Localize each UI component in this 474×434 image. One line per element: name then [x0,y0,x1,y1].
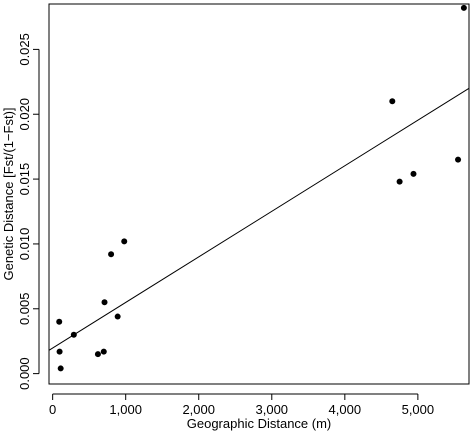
x-tick-label: 5,000 [402,402,435,417]
x-tick-label: 1,000 [109,402,142,417]
y-tick-label: 0.015 [17,163,32,196]
data-point [56,319,62,325]
x-tick-label: 4,000 [329,402,362,417]
data-point [108,251,114,257]
data-point [115,314,121,320]
data-point [389,98,395,104]
data-point [71,332,77,338]
x-axis: 0 1,000 2,000 3,000 4,000 5,000 [49,394,434,417]
data-point [455,157,461,163]
data-point [101,349,107,355]
plot-frame [49,4,469,384]
regression-line-group [49,88,469,350]
x-tick-label: 0 [49,402,56,417]
y-tick-label: 0.005 [17,293,32,326]
y-axis: 0.000 0.005 0.010 0.015 0.020 0.025 [17,33,39,390]
data-point [57,349,63,355]
data-points [56,5,467,372]
y-tick-label: 0.000 [17,357,32,390]
x-axis-title: Geographic Distance (m) [187,416,332,431]
y-axis-title: Genetic Distance [Fst/(1−Fst)] [1,107,16,280]
y-tick-label: 0.020 [17,98,32,131]
data-point [397,179,403,185]
y-tick-label: 0.010 [17,228,32,261]
data-point [410,171,416,177]
regression-line [49,88,469,350]
data-point [121,238,127,244]
data-point [102,299,108,305]
data-point [95,351,101,357]
data-point [461,5,467,11]
y-tick-label: 0.025 [17,33,32,66]
x-tick-label: 3,000 [256,402,289,417]
x-tick-label: 2,000 [182,402,215,417]
data-point [58,365,64,371]
